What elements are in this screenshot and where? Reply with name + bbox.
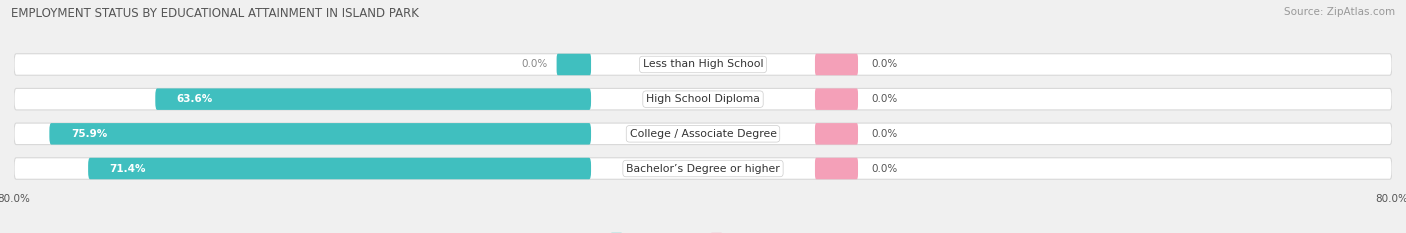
Text: 0.0%: 0.0%	[870, 94, 897, 104]
FancyBboxPatch shape	[89, 158, 591, 179]
FancyBboxPatch shape	[815, 88, 858, 110]
FancyBboxPatch shape	[557, 54, 591, 75]
FancyBboxPatch shape	[815, 123, 858, 145]
FancyBboxPatch shape	[14, 158, 1392, 179]
Text: 71.4%: 71.4%	[110, 164, 146, 174]
Text: 63.6%: 63.6%	[177, 94, 214, 104]
Text: EMPLOYMENT STATUS BY EDUCATIONAL ATTAINMENT IN ISLAND PARK: EMPLOYMENT STATUS BY EDUCATIONAL ATTAINM…	[11, 7, 419, 20]
Text: Bachelor’s Degree or higher: Bachelor’s Degree or higher	[626, 164, 780, 174]
Text: College / Associate Degree: College / Associate Degree	[630, 129, 776, 139]
FancyBboxPatch shape	[155, 88, 591, 110]
Text: 75.9%: 75.9%	[70, 129, 107, 139]
Text: 0.0%: 0.0%	[870, 129, 897, 139]
FancyBboxPatch shape	[14, 123, 1392, 145]
Text: 0.0%: 0.0%	[522, 59, 548, 69]
FancyBboxPatch shape	[815, 54, 858, 75]
Text: 0.0%: 0.0%	[870, 59, 897, 69]
Text: High School Diploma: High School Diploma	[647, 94, 759, 104]
Text: 0.0%: 0.0%	[870, 164, 897, 174]
Text: Less than High School: Less than High School	[643, 59, 763, 69]
FancyBboxPatch shape	[815, 158, 858, 179]
FancyBboxPatch shape	[14, 88, 1392, 110]
Text: Source: ZipAtlas.com: Source: ZipAtlas.com	[1284, 7, 1395, 17]
FancyBboxPatch shape	[14, 54, 1392, 75]
FancyBboxPatch shape	[49, 123, 591, 145]
